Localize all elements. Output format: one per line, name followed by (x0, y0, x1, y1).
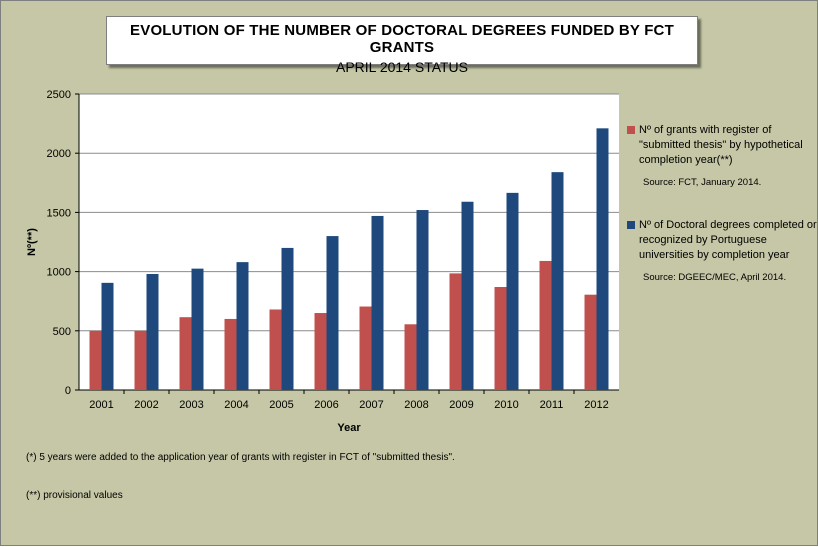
bar-degrees (281, 247, 294, 390)
x-tick-label: 2003 (179, 399, 203, 411)
chart-title-box: EVOLUTION OF THE NUMBER OF DOCTORAL DEGR… (106, 16, 698, 75)
bar-grants (89, 330, 102, 390)
footnote-provisional: (**) provisional values (26, 490, 123, 501)
x-tick-label: 2006 (314, 399, 338, 411)
bar-degrees (191, 268, 204, 390)
y-tick-label: 2500 (47, 89, 71, 101)
bar-grants (179, 317, 192, 390)
x-tick-label: 2007 (359, 399, 383, 411)
plot-area (79, 94, 619, 390)
bar-grants (314, 313, 327, 390)
x-axis-title: Year (337, 422, 361, 434)
y-tick-label: 2000 (47, 148, 71, 160)
legend-source-degrees: Source: DGEEC/MEC, April 2014. (643, 272, 787, 283)
legend-item-grants: Nº of grants with register of "submitted… (627, 123, 817, 190)
legend-swatch-grants (627, 126, 635, 134)
footnote-added-years: (*) 5 years were added to the applicatio… (26, 452, 455, 463)
bar-degrees (101, 282, 114, 390)
bar-grants (494, 286, 507, 390)
bar-degrees (416, 210, 429, 390)
y-tick-label: 1500 (47, 207, 71, 219)
bar-grants (269, 309, 282, 390)
y-axis-title: Nº(**) (26, 228, 38, 256)
x-tick-label: 2008 (404, 399, 428, 411)
chart-subtitle: APRIL 2014 STATUS (335, 59, 468, 75)
bar-grants (359, 306, 372, 390)
legend-swatch-degrees (627, 221, 635, 229)
bar-degrees (236, 262, 249, 390)
bar-grants (584, 294, 597, 390)
bar-grants (134, 330, 147, 390)
legend: Nº of grants with register of "submitted… (627, 123, 817, 285)
bar-degrees (551, 172, 564, 390)
x-tick-label: 2001 (89, 399, 113, 411)
bar-grants (539, 260, 552, 390)
x-tick-label: 2002 (134, 399, 158, 411)
bar-degrees (146, 273, 159, 390)
legend-source-grants: Source: FCT, January 2014. (643, 177, 762, 188)
bar-degrees (506, 192, 519, 390)
x-tick-label: 2009 (449, 399, 473, 411)
x-tick-label: 2012 (584, 399, 608, 411)
legend-item-degrees: Nº of Doctoral degrees completed or reco… (627, 218, 817, 285)
x-tick-label: 2010 (494, 399, 518, 411)
y-tick-label: 0 (65, 385, 71, 397)
legend-label-degrees: Nº of Doctoral degrees completed or reco… (639, 219, 817, 261)
legend-label-grants: Nº of grants with register of "submitted… (639, 124, 803, 166)
bar-grants (449, 273, 462, 390)
y-tick-label: 1000 (47, 267, 71, 279)
bar-degrees (461, 201, 474, 390)
x-tick-label: 2011 (540, 399, 564, 411)
chart-title: EVOLUTION OF THE NUMBER OF DOCTORAL DEGR… (130, 22, 674, 56)
x-tick-label: 2005 (269, 399, 293, 411)
y-tick-label: 500 (53, 326, 71, 338)
x-tick-label: 2004 (224, 399, 248, 411)
bar-degrees (596, 128, 609, 390)
bar-grants (224, 318, 237, 390)
bar-degrees (371, 215, 384, 390)
bar-degrees (326, 236, 339, 390)
bar-grants (404, 324, 417, 390)
